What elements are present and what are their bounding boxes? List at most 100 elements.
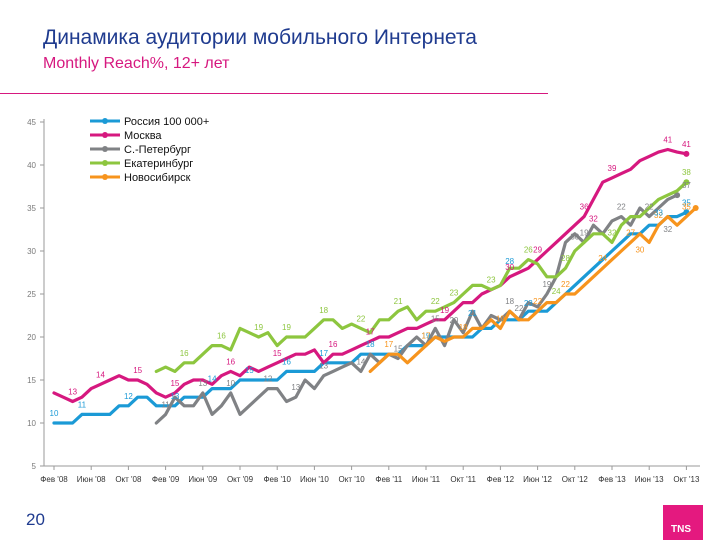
- chart-series: [52, 147, 699, 425]
- data-label: 33: [654, 209, 663, 218]
- data-label: 21: [468, 309, 477, 318]
- data-label: 10: [226, 379, 235, 388]
- data-label: 13: [68, 388, 77, 397]
- data-label: 19: [542, 280, 551, 289]
- data-label: 19: [440, 306, 449, 315]
- page-number: 20: [26, 510, 45, 529]
- data-label: 22: [645, 203, 654, 212]
- data-label: 28: [505, 257, 514, 266]
- series-line-3: [154, 180, 689, 373]
- y-tick-label: 25: [27, 290, 36, 299]
- data-label: 35: [682, 198, 691, 207]
- data-label: 30: [570, 233, 579, 242]
- x-tick-label: Фев '13: [598, 475, 626, 484]
- data-label: 35: [682, 203, 691, 212]
- series-line-1: [52, 147, 689, 404]
- series-end-point: [683, 179, 690, 186]
- legend-label: Москва: [124, 130, 162, 142]
- data-label: 12: [124, 392, 133, 401]
- data-label: 14: [356, 357, 365, 366]
- x-tick-label: Окт '08: [115, 475, 142, 484]
- x-tick-label: Июн '08: [77, 475, 106, 484]
- chart-legend: Россия 100 000+ Москва С.-Петербург Екатери…: [84, 114, 230, 188]
- x-tick-label: Фев '12: [487, 475, 515, 484]
- data-label: 13: [291, 383, 300, 392]
- data-label: 19: [254, 323, 263, 332]
- data-label: 29: [533, 246, 542, 255]
- logo-text: TNS: [671, 524, 691, 535]
- data-label: 13: [319, 362, 328, 371]
- data-label: 19: [496, 314, 505, 323]
- legend-marker: [102, 118, 108, 124]
- series-end-point: [674, 192, 681, 199]
- data-label: 30: [635, 246, 644, 255]
- data-label: 24: [598, 254, 607, 263]
- data-label: 19: [580, 228, 589, 237]
- y-tick-label: 30: [27, 247, 36, 256]
- data-label: 23: [449, 289, 458, 298]
- chart-title: Динамика аудитории мобильного Интернета: [43, 26, 477, 49]
- x-tick-label: Окт '12: [562, 475, 589, 484]
- x-tick-label: Фев '09: [152, 475, 180, 484]
- data-label: 15: [170, 379, 179, 388]
- data-label: 41: [663, 136, 672, 145]
- data-label: 11: [78, 400, 87, 409]
- legend-label: Екатеринбург: [124, 158, 193, 170]
- x-tick-label: Июн '13: [635, 475, 664, 484]
- data-label: 22: [515, 304, 524, 313]
- data-label: 19: [282, 323, 291, 332]
- chart-subtitle: Monthly Reach%, 12+ лет: [43, 55, 230, 72]
- data-label: 19: [422, 332, 431, 341]
- x-tick-label: Фев '11: [375, 475, 402, 484]
- data-label: 21: [394, 297, 403, 306]
- x-tick-label: Июн '11: [412, 475, 441, 484]
- y-tick-label: 15: [27, 376, 36, 385]
- y-tick-label: 20: [27, 333, 36, 342]
- data-label: 14: [96, 370, 105, 379]
- data-label: 10: [50, 409, 59, 418]
- data-label: 27: [626, 228, 635, 237]
- data-label: 22: [533, 297, 542, 306]
- data-label: 18: [366, 340, 375, 349]
- data-label: 30: [505, 263, 514, 272]
- data-label: 23: [524, 299, 533, 308]
- legend-marker: [102, 132, 108, 138]
- data-label: 38: [682, 168, 691, 177]
- data-label: 14: [208, 375, 217, 384]
- data-label: 16: [226, 357, 235, 366]
- data-label: 15: [133, 366, 142, 375]
- y-tick-label: 10: [27, 419, 36, 428]
- line-chart: 5 10 15 20 25 30 35 40 45 Фев '08 Июн '08 Окт '08 Фе…: [27, 114, 700, 484]
- series-line-0: [52, 210, 689, 425]
- data-label: 36: [580, 203, 589, 212]
- legend-label: Новосибирск: [124, 172, 191, 184]
- x-tick-label: Окт '11: [450, 475, 476, 484]
- data-label: 17: [366, 327, 375, 336]
- title-rule: [0, 93, 548, 94]
- data-label: 28: [561, 254, 570, 263]
- data-label: 32: [663, 225, 672, 234]
- data-label: 17: [319, 349, 328, 358]
- data-label: 22: [617, 203, 626, 212]
- y-tick-label: 40: [27, 161, 36, 170]
- data-label: 15: [394, 345, 403, 354]
- y-tick-label: 35: [27, 204, 36, 213]
- y-tick-label: 45: [27, 118, 36, 127]
- legend-marker: [102, 174, 108, 180]
- data-label: 18: [459, 323, 468, 332]
- data-label: 24: [552, 287, 561, 296]
- data-label: 18: [505, 297, 514, 306]
- x-tick-label: Фев '08: [40, 475, 68, 484]
- legend-label: Россия 100 000+: [124, 116, 209, 128]
- data-label: 11: [161, 400, 170, 409]
- data-label: 16: [329, 340, 338, 349]
- x-tick-label: Окт '13: [673, 475, 700, 484]
- data-label: 15: [431, 314, 440, 323]
- series-end-point: [692, 205, 699, 211]
- legend-marker: [102, 160, 108, 166]
- data-label: 22: [431, 297, 440, 306]
- data-label: 23: [487, 276, 496, 285]
- series-end-point: [683, 150, 690, 157]
- data-label: 17: [422, 332, 431, 341]
